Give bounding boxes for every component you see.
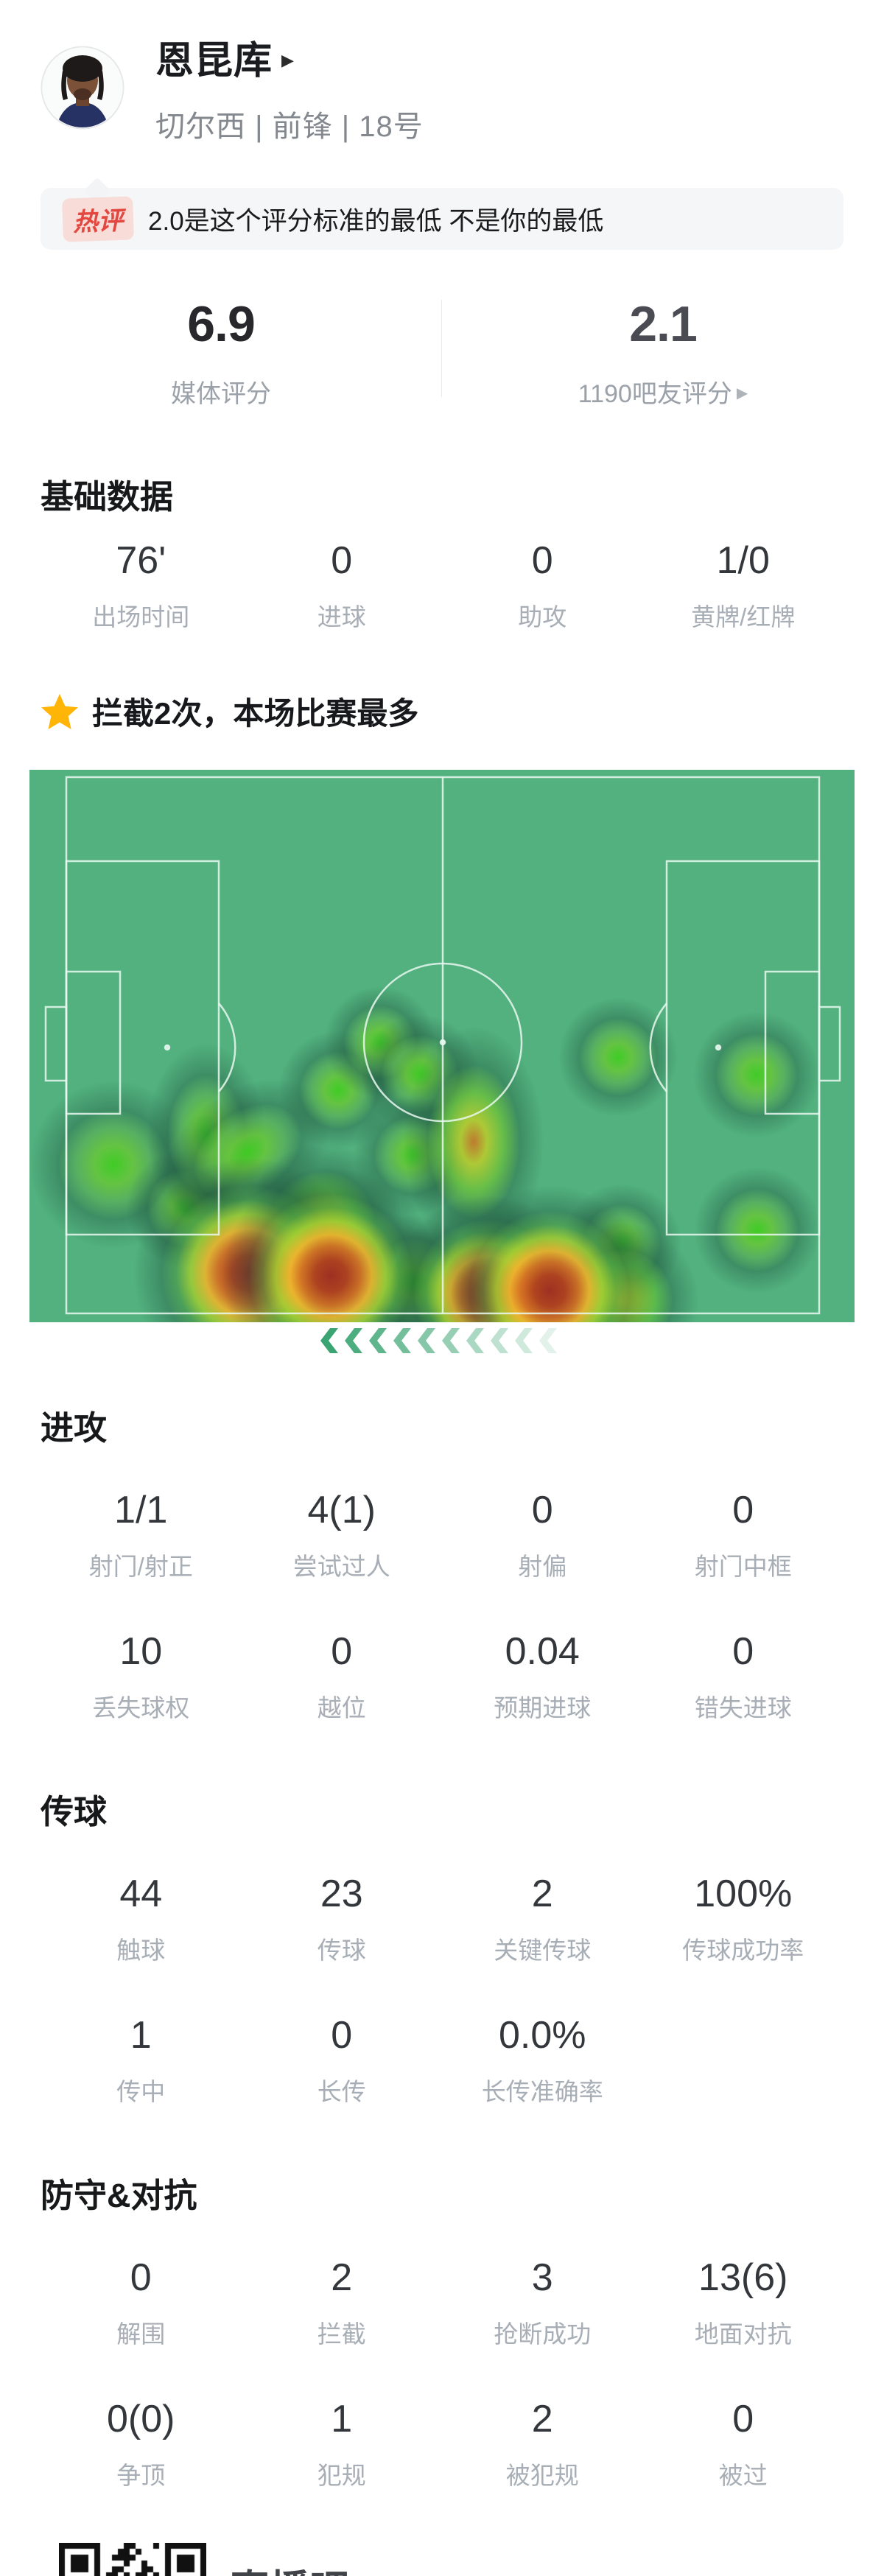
stat-missed-chances: 0 错失进球 (694, 1630, 792, 1722)
highlight-callout: 拦截2次，本场比赛最多 (41, 689, 843, 734)
chevron-right-icon: ▶ (736, 385, 748, 401)
stat-aerial-duels: 0(0) 争顶 (107, 2398, 175, 2489)
section-title-defense: 防守&对抗 (41, 2177, 197, 2214)
section-title-passing: 传球 (41, 1793, 108, 1831)
hot-comment-text: 2.0是这个评分标准的最低 不是你的最低 (148, 206, 604, 236)
stat-tackles-won: 3 抢断成功 (494, 2256, 592, 2348)
defense-stats-row-1: 0 解围 2 拦截 3 抢断成功 13(6) 地面对抗 (0, 2257, 884, 2350)
stat-ground-duels: 13(6) 地面对抗 (694, 2256, 792, 2348)
basic-stats-row: 76' 出场时间 0 进球 0 助攻 1/0 黄牌/红牌 (0, 540, 884, 633)
qr-code (59, 2543, 206, 2576)
stat-clearances: 0 解围 (116, 2256, 166, 2348)
stat-fouls: 1 犯规 (317, 2398, 366, 2489)
defense-stats-row-2: 0(0) 争顶 1 犯规 2 被犯规 0 被过 (0, 2398, 884, 2491)
hot-comment-banner: 热评 2.0是这个评分标准的最低 不是你的最低 (41, 188, 843, 250)
heatmap-pitch (29, 770, 855, 1322)
fans-rating-link[interactable]: 1190吧友评分 ▶ (442, 373, 884, 410)
avatar-image (41, 46, 124, 129)
stat-cards: 1/0 黄牌/红牌 (691, 539, 796, 631)
player-meta: 切尔西 | 前锋 | 18号 (155, 110, 424, 143)
star-icon (41, 693, 78, 729)
stat-interceptions: 2 拦截 (317, 2256, 366, 2348)
stat-long-balls: 0 长传 (317, 2014, 366, 2105)
stat-offsides: 0 越位 (317, 1630, 366, 1722)
player-name: 恩昆库 (155, 40, 273, 83)
stat-minutes: 76' 出场时间 (92, 539, 190, 631)
attack-direction-arrows (0, 1328, 884, 1353)
stat-empty (643, 2015, 844, 2108)
stat-dribbled-past: 0 被过 (718, 2398, 768, 2489)
stat-fouled: 2 被犯规 (505, 2398, 579, 2489)
stat-dribbles: 4(1) 尝试过人 (292, 1489, 390, 1580)
section-title-basic: 基础数据 (41, 478, 174, 516)
passing-stats-row-2: 1 传中 0 长传 0.0% 长传准确率 (0, 2015, 884, 2108)
app-footer: 直播吧 APP 体育赛事资讯平台 (59, 2543, 884, 2576)
ratings-block: 6.9 媒体评分 2.1 1190吧友评分 ▶ (0, 295, 884, 410)
player-name-link[interactable]: 恩昆库 ▶ (155, 29, 424, 85)
player-header: 恩昆库 ▶ 切尔西 | 前锋 | 18号 (0, 0, 884, 145)
stat-expected-goals: 0.04 预期进球 (494, 1630, 592, 1722)
stat-shots-off-target: 0 射偏 (518, 1489, 567, 1580)
attack-stats-row-1: 1/1 射门/射正 4(1) 尝试过人 0 射偏 0 射门中框 (0, 1489, 884, 1582)
highlight-text: 拦截2次，本场比赛最多 (92, 696, 419, 731)
stat-crosses: 1 传中 (116, 2014, 166, 2105)
stat-touches: 44 触球 (116, 1873, 166, 1964)
fans-rating: 2.1 1190吧友评分 ▶ (442, 295, 884, 410)
attack-stats-row-2: 10 丢失球权 0 越位 0.04 预期进球 0 错失进球 (0, 1631, 884, 1724)
player-identity: 恩昆库 ▶ 切尔西 | 前锋 | 18号 (155, 29, 424, 145)
media-rating-value: 6.9 (187, 296, 256, 352)
player-avatar (41, 46, 124, 130)
fans-rating-value: 2.1 (629, 296, 698, 352)
fans-rating-label: 1190吧友评分 (578, 380, 732, 408)
stat-assists: 0 助攻 (518, 539, 567, 631)
stat-goals: 0 进球 (317, 539, 366, 631)
app-name: 直播吧 APP (230, 2557, 466, 2576)
passing-stats-row-1: 44 触球 23 传球 2 关键传球 100% 传球成功率 (0, 1873, 884, 1966)
stat-shots: 1/1 射门/射正 (88, 1489, 193, 1580)
stat-possession-lost: 10 丢失球权 (92, 1630, 190, 1722)
section-title-attack: 进攻 (41, 1409, 108, 1447)
pitch-markings (44, 776, 841, 1315)
stat-pass-accuracy: 100% 传球成功率 (682, 1873, 804, 1964)
chevron-right-icon: ▶ (281, 50, 294, 69)
hot-comment-badge: 热评 (61, 195, 135, 242)
media-rating: 6.9 媒体评分 (0, 295, 442, 410)
stat-shots-woodwork: 0 射门中框 (694, 1489, 792, 1580)
media-rating-label: 媒体评分 (171, 380, 271, 408)
stat-long-ball-accuracy: 0.0% 长传准确率 (481, 2014, 603, 2105)
footer-text: 直播吧 APP 体育赛事资讯平台 (230, 2557, 466, 2576)
stat-key-passes: 2 关键传球 (494, 1873, 592, 1964)
stat-passes: 23 传球 (317, 1873, 366, 1964)
